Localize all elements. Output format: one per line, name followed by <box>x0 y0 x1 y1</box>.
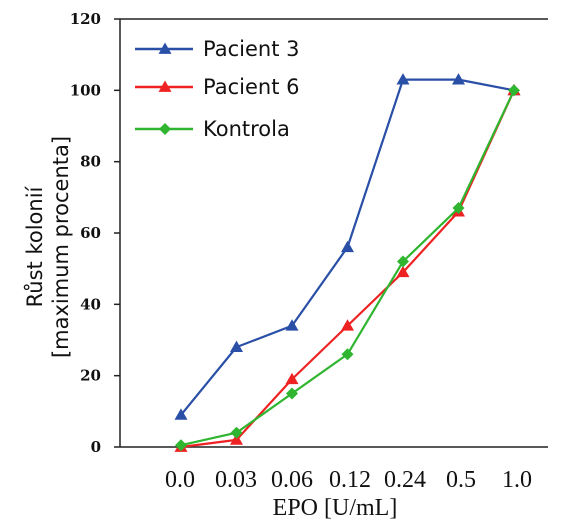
data-point <box>286 387 298 400</box>
x-tick-label: 0.0 <box>165 467 195 493</box>
series-layer <box>174 73 521 452</box>
legend-item: Pacient 6 <box>135 75 299 99</box>
legend-marker <box>159 123 171 135</box>
data-point <box>452 73 465 85</box>
series-kontrola <box>175 84 520 452</box>
series-line <box>180 89 516 449</box>
legend-item: Kontrola <box>135 117 290 141</box>
data-point <box>452 202 465 215</box>
data-point <box>341 240 354 253</box>
data-point <box>396 265 410 278</box>
legend-label: Pacient 6 <box>203 75 299 99</box>
y-tick-label: 20 <box>80 367 101 385</box>
legend-item: Pacient 3 <box>135 37 299 61</box>
x-tick-label: 1.0 <box>502 467 532 493</box>
data-point <box>175 439 187 452</box>
x-tick-label: 0.06 <box>271 467 313 493</box>
data-point <box>341 348 354 361</box>
data-point <box>341 319 354 331</box>
x-axis-label: EPO [U/mL] <box>273 495 398 521</box>
y-tick-label: 100 <box>70 81 101 99</box>
x-tick-label: 0.12 <box>329 467 371 493</box>
data-point <box>230 426 243 439</box>
x-tick-label: 0.5 <box>446 467 476 493</box>
data-point <box>230 433 243 445</box>
data-point <box>396 73 410 85</box>
y-tick-label: 40 <box>80 295 101 313</box>
y-axis-label-line2: [maximum procenta] <box>49 136 73 358</box>
data-point <box>397 255 409 268</box>
legend: Pacient 3 Pacient 6 Kontrola <box>135 37 299 141</box>
legend-label: Pacient 3 <box>203 37 299 61</box>
data-point <box>285 319 299 331</box>
legend-marker <box>158 80 172 92</box>
data-point <box>230 340 243 353</box>
x-tick-label: 0.24 <box>384 467 426 493</box>
data-point <box>285 372 299 385</box>
y-tick-label: 120 <box>70 10 101 28</box>
y-tick-label: 0 <box>91 438 101 456</box>
legend-marker <box>158 42 172 54</box>
series-line <box>180 89 515 447</box>
data-point <box>174 408 188 420</box>
y-tick-label: 60 <box>80 224 101 242</box>
data-point <box>508 84 520 97</box>
y-tick-label: 80 <box>80 153 101 171</box>
y-axis-label-line1: Růst kolonií <box>23 185 47 307</box>
y-ticks: 0 20 40 60 80 100 120 <box>70 10 120 456</box>
x-tick-label: 0.03 <box>215 467 257 493</box>
legend-label: Kontrola <box>203 117 290 141</box>
x-ticks: 0.0 0.03 0.06 0.12 0.24 0.5 1.0 <box>165 467 532 493</box>
